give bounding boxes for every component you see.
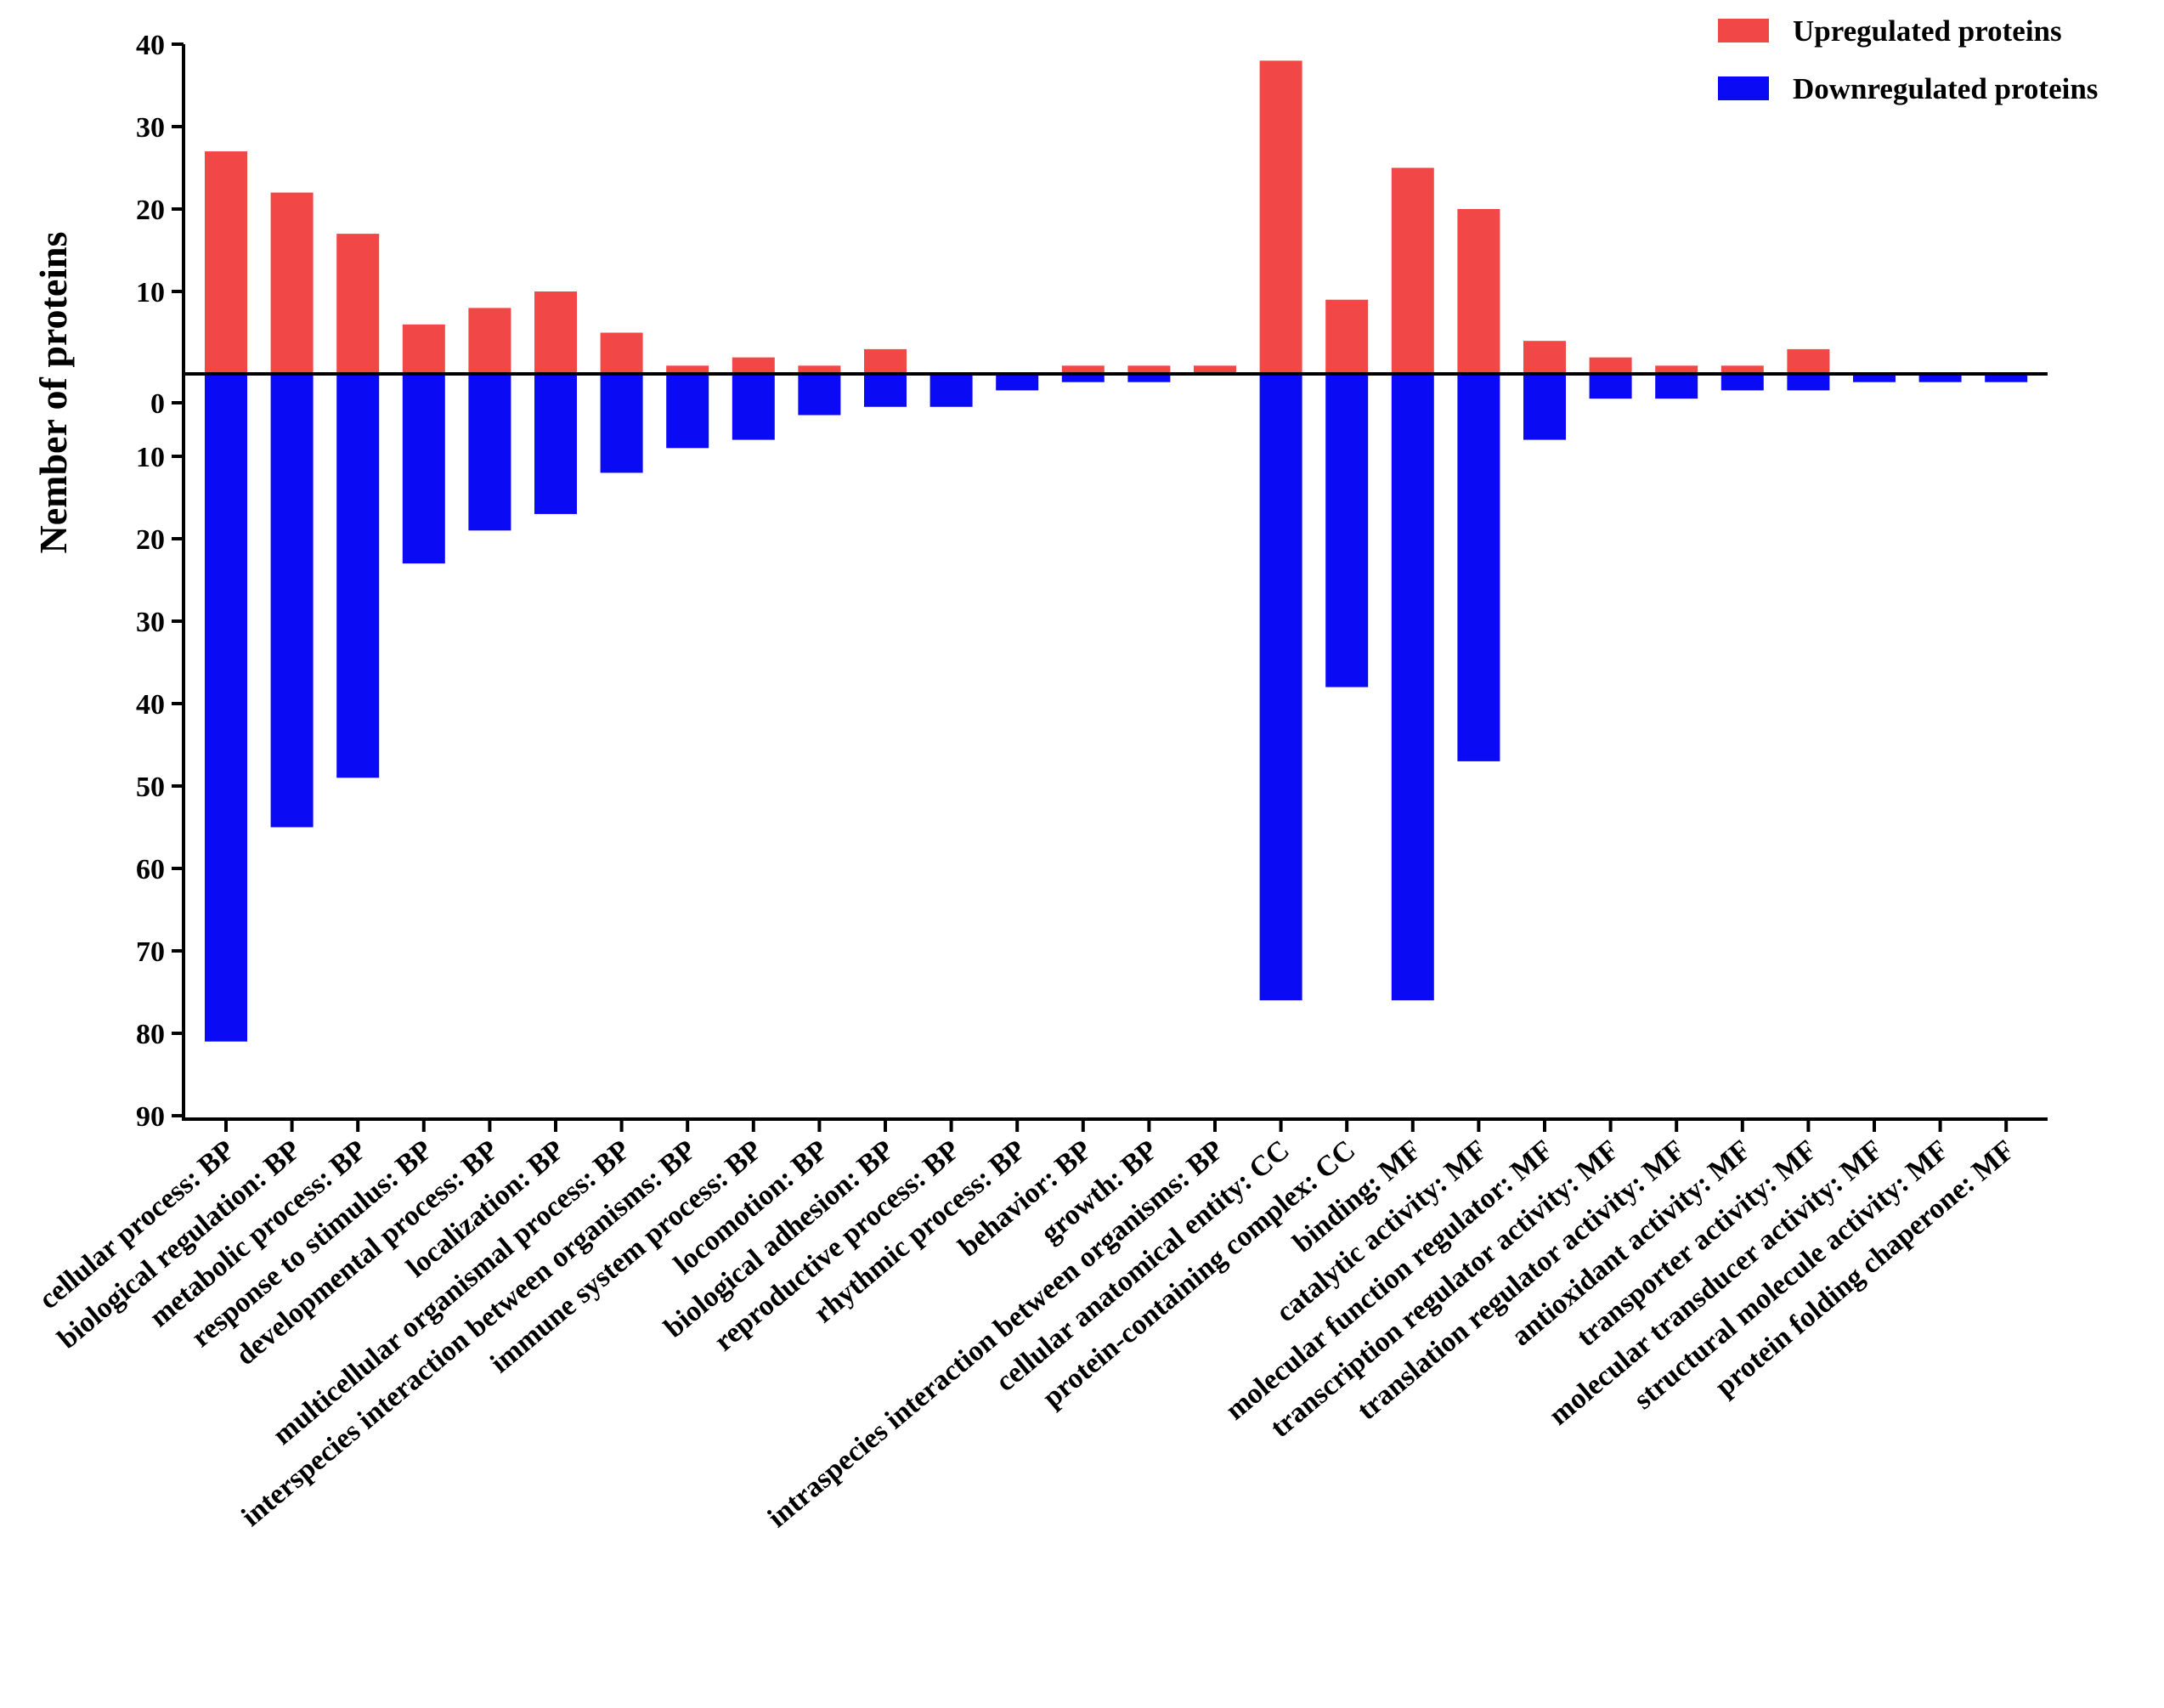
down-bar-19	[1457, 374, 1500, 761]
down-bar-26	[1918, 374, 1962, 382]
y-axis-title: Nember of proteins	[31, 231, 75, 553]
up-bar-10	[864, 348, 907, 374]
y-ticks-group: 40 30 20 10 0 10 20 30 40 50 60 70 80 90	[136, 30, 184, 1133]
y-tick-label-up-3: 10	[136, 277, 165, 308]
up-bar-15	[1194, 365, 1236, 374]
y-tick-label-up-2: 20	[136, 195, 165, 226]
down-bar-17	[1325, 374, 1369, 687]
down-bar-6	[600, 374, 643, 473]
down-bar-8	[732, 374, 775, 440]
up-bar-24	[1787, 348, 1830, 374]
y-tick-label-down-3: 30	[136, 607, 165, 638]
up-bar-9	[798, 365, 841, 374]
up-bar-19	[1457, 209, 1500, 374]
y-tick-label-down-2: 20	[136, 524, 165, 556]
down-bar-7	[666, 374, 709, 449]
y-tick-label-down-9: 90	[136, 1101, 165, 1133]
legend-swatch-0	[1718, 19, 1769, 42]
down-bar-24	[1787, 374, 1830, 391]
y-tick-label-down-1: 10	[136, 442, 165, 473]
up-bar-3	[402, 324, 445, 374]
y-tick-label-up-1: 30	[136, 112, 165, 144]
up-bar-7	[666, 365, 709, 374]
up-bar-2	[336, 234, 380, 374]
up-bar-14	[1127, 365, 1171, 374]
down-bar-11	[929, 374, 973, 407]
down-bar-3	[402, 374, 445, 564]
up-bar-6	[600, 332, 643, 374]
up-bar-23	[1720, 365, 1764, 374]
legend-swatch-1	[1718, 76, 1769, 100]
y-tick-label-down-8: 80	[136, 1019, 165, 1050]
up-bar-22	[1655, 365, 1698, 374]
legend: Upregulated proteins Downregulated protei…	[1718, 14, 2098, 105]
legend-label-0: Upregulated proteins	[1793, 14, 2062, 48]
up-bar-20	[1523, 341, 1566, 374]
down-bar-2	[336, 374, 380, 778]
down-bar-20	[1523, 374, 1566, 440]
up-bar-18	[1391, 167, 1434, 374]
down-bar-18	[1391, 374, 1434, 1001]
y-tick-label-down-7: 70	[136, 936, 165, 968]
down-bar-27	[1985, 374, 2028, 382]
up-bar-4	[468, 308, 511, 374]
up-bar-21	[1589, 357, 1632, 374]
up-bar-13	[1061, 365, 1105, 374]
down-bar-1	[270, 374, 314, 828]
legend-label-1: Downregulated proteins	[1793, 72, 2098, 105]
up-bar-0	[205, 151, 247, 374]
down-bar-23	[1720, 374, 1764, 391]
down-bar-13	[1061, 374, 1105, 382]
y-tick-label-down-6: 60	[136, 854, 165, 885]
down-bar-5	[534, 374, 577, 514]
y-tick-label-down-5: 50	[136, 772, 165, 803]
down-bar-0	[205, 374, 247, 1042]
down-bar-4	[468, 374, 511, 531]
bars-group	[205, 60, 2028, 1042]
down-bar-9	[798, 374, 841, 416]
down-bar-21	[1589, 374, 1632, 399]
y-tick-label-down-0: 0	[150, 388, 165, 420]
y-tick-label-up-0: 40	[136, 30, 165, 61]
up-bar-17	[1325, 299, 1369, 374]
down-bar-12	[996, 374, 1039, 391]
down-bar-25	[1853, 374, 1896, 382]
up-bar-16	[1259, 60, 1302, 375]
up-bar-5	[534, 291, 577, 374]
down-bar-16	[1259, 374, 1302, 1001]
down-bar-10	[864, 374, 907, 407]
down-bar-14	[1127, 374, 1171, 382]
up-bar-8	[732, 357, 775, 374]
y-tick-label-down-4: 40	[136, 689, 165, 721]
up-bar-1	[270, 192, 314, 374]
down-bar-22	[1655, 374, 1698, 399]
